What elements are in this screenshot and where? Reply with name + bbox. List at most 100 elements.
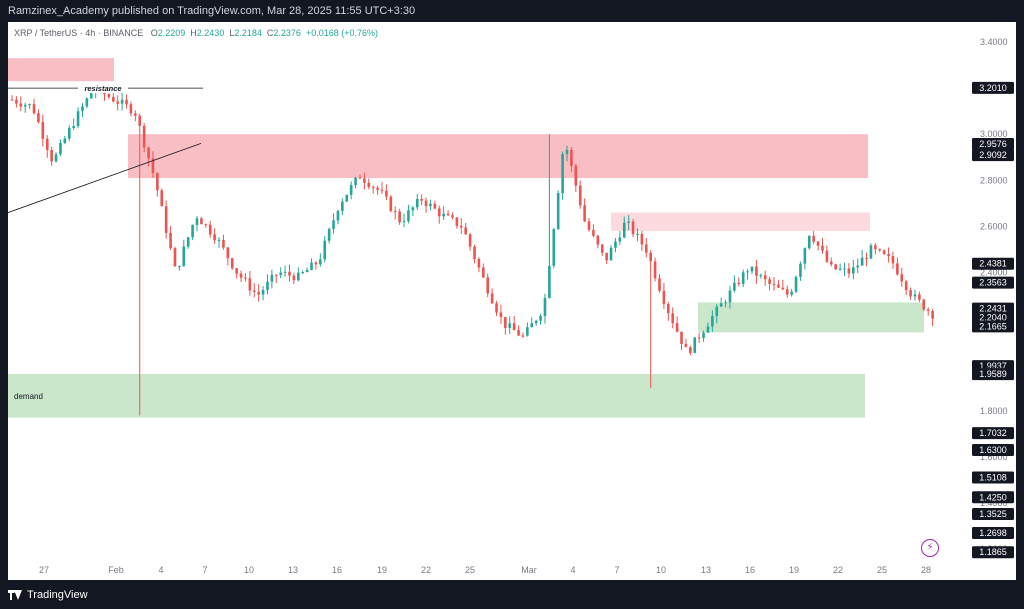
lightning-icon[interactable]: ⚡ [921, 539, 939, 557]
candle-body [358, 177, 362, 179]
x-tick-label-18: 25 [877, 565, 887, 575]
chart-frame[interactable]: demand3.40003.20003.00002.80002.60002.40… [8, 22, 1016, 580]
price-label-bg [972, 491, 1014, 504]
candle-body [816, 241, 820, 246]
price-label-text: 1.7032 [979, 428, 1007, 438]
candle-body [393, 211, 397, 213]
candle-body [288, 271, 291, 276]
candle-body [327, 228, 331, 241]
candle-body [931, 310, 934, 319]
candle-body [860, 257, 864, 266]
price-label-bg [972, 427, 1014, 440]
demand-zone-main [8, 373, 865, 418]
price-label-5: 2.2431 [972, 302, 1014, 315]
candle-body [107, 94, 111, 98]
candle-body [226, 247, 230, 259]
price-label-text: 1.9589 [979, 369, 1007, 379]
candle-body [733, 282, 736, 291]
candle-body [402, 221, 406, 223]
candle-body [76, 111, 80, 127]
candle-body [415, 198, 419, 208]
candle-body [116, 101, 120, 104]
candle-body [85, 98, 89, 107]
candle-body [649, 252, 652, 262]
candle-body [164, 206, 168, 233]
candle-body [257, 291, 260, 295]
price-chart[interactable]: demand3.40003.20003.00002.80002.60002.40… [8, 22, 1016, 580]
candle-body [667, 303, 670, 314]
candle-body [834, 264, 837, 270]
legend-high: 2.2430 [196, 28, 225, 38]
candle-body [266, 281, 269, 291]
price-label-14: 1.3525 [972, 507, 1014, 520]
candle-body [658, 278, 661, 291]
x-tick-label-11: 4 [570, 565, 575, 575]
candle-body [640, 233, 644, 245]
candle-body [23, 104, 27, 107]
candle-body [900, 274, 904, 282]
candle-body [534, 320, 538, 324]
tradingview-logo-icon [8, 590, 22, 600]
candle-body [495, 303, 498, 313]
candle-body [803, 248, 807, 264]
x-tick-label-12: 7 [614, 565, 619, 575]
candle-body [684, 343, 688, 348]
price-label-13: 1.4250 [972, 491, 1014, 504]
candle-body [843, 268, 846, 270]
candle-body [799, 263, 802, 277]
x-tick-label-2: 4 [158, 565, 163, 575]
candle-body [812, 235, 815, 242]
candle-body [521, 335, 525, 337]
legend-high-key: H [190, 28, 197, 38]
candle-body [592, 229, 595, 236]
candle-body [191, 224, 194, 238]
candle-body [45, 138, 49, 151]
candle-body [882, 250, 886, 254]
candle-body [173, 248, 177, 267]
candle-body [195, 218, 199, 225]
candle-body [437, 208, 441, 217]
y-tick-label-5: 2.4000 [980, 268, 1008, 278]
candle-body [451, 215, 454, 218]
price-label-0: 3.2010 [972, 81, 1014, 94]
candle-body [671, 313, 675, 324]
price-label-text: 3.2010 [979, 83, 1007, 93]
candle-body [32, 104, 36, 114]
price-label-10: 1.7032 [972, 427, 1014, 440]
candle-body [446, 213, 450, 216]
candle-body [310, 262, 313, 270]
candle-body [504, 317, 507, 328]
candle-body [583, 205, 586, 222]
resistance-line-label: resistance [84, 84, 121, 93]
candle-body [680, 331, 683, 344]
candle-body [706, 326, 710, 333]
candle-body [72, 126, 75, 129]
candle-body [120, 99, 124, 104]
candle-body [112, 97, 115, 102]
candle-body [376, 187, 379, 190]
price-label-bg [972, 527, 1014, 540]
candle-body [600, 244, 604, 253]
candle-body [63, 138, 67, 143]
candle-body [508, 323, 512, 328]
candle-body [354, 177, 357, 186]
tradingview-logo[interactable]: TradingView [8, 589, 88, 601]
candle-body [777, 284, 780, 288]
price-label-1: 2.9576 [972, 137, 1014, 150]
candle-body [292, 275, 296, 281]
candle-body [675, 323, 679, 332]
y-tick-label-3: 2.8000 [980, 175, 1008, 185]
candle-body [561, 154, 564, 194]
candle-body [874, 245, 877, 250]
candle-body [618, 237, 622, 242]
candle-body [689, 347, 692, 353]
price-label-text: 2.9576 [979, 139, 1007, 149]
price-label-text: 1.1865 [979, 547, 1007, 557]
candle-body [926, 309, 930, 311]
candle-body [345, 194, 349, 202]
price-label-bg [972, 149, 1014, 162]
candle-body [28, 104, 31, 106]
candle-body [852, 267, 855, 274]
supply-zone-light [611, 212, 870, 232]
candle-body [614, 241, 617, 248]
